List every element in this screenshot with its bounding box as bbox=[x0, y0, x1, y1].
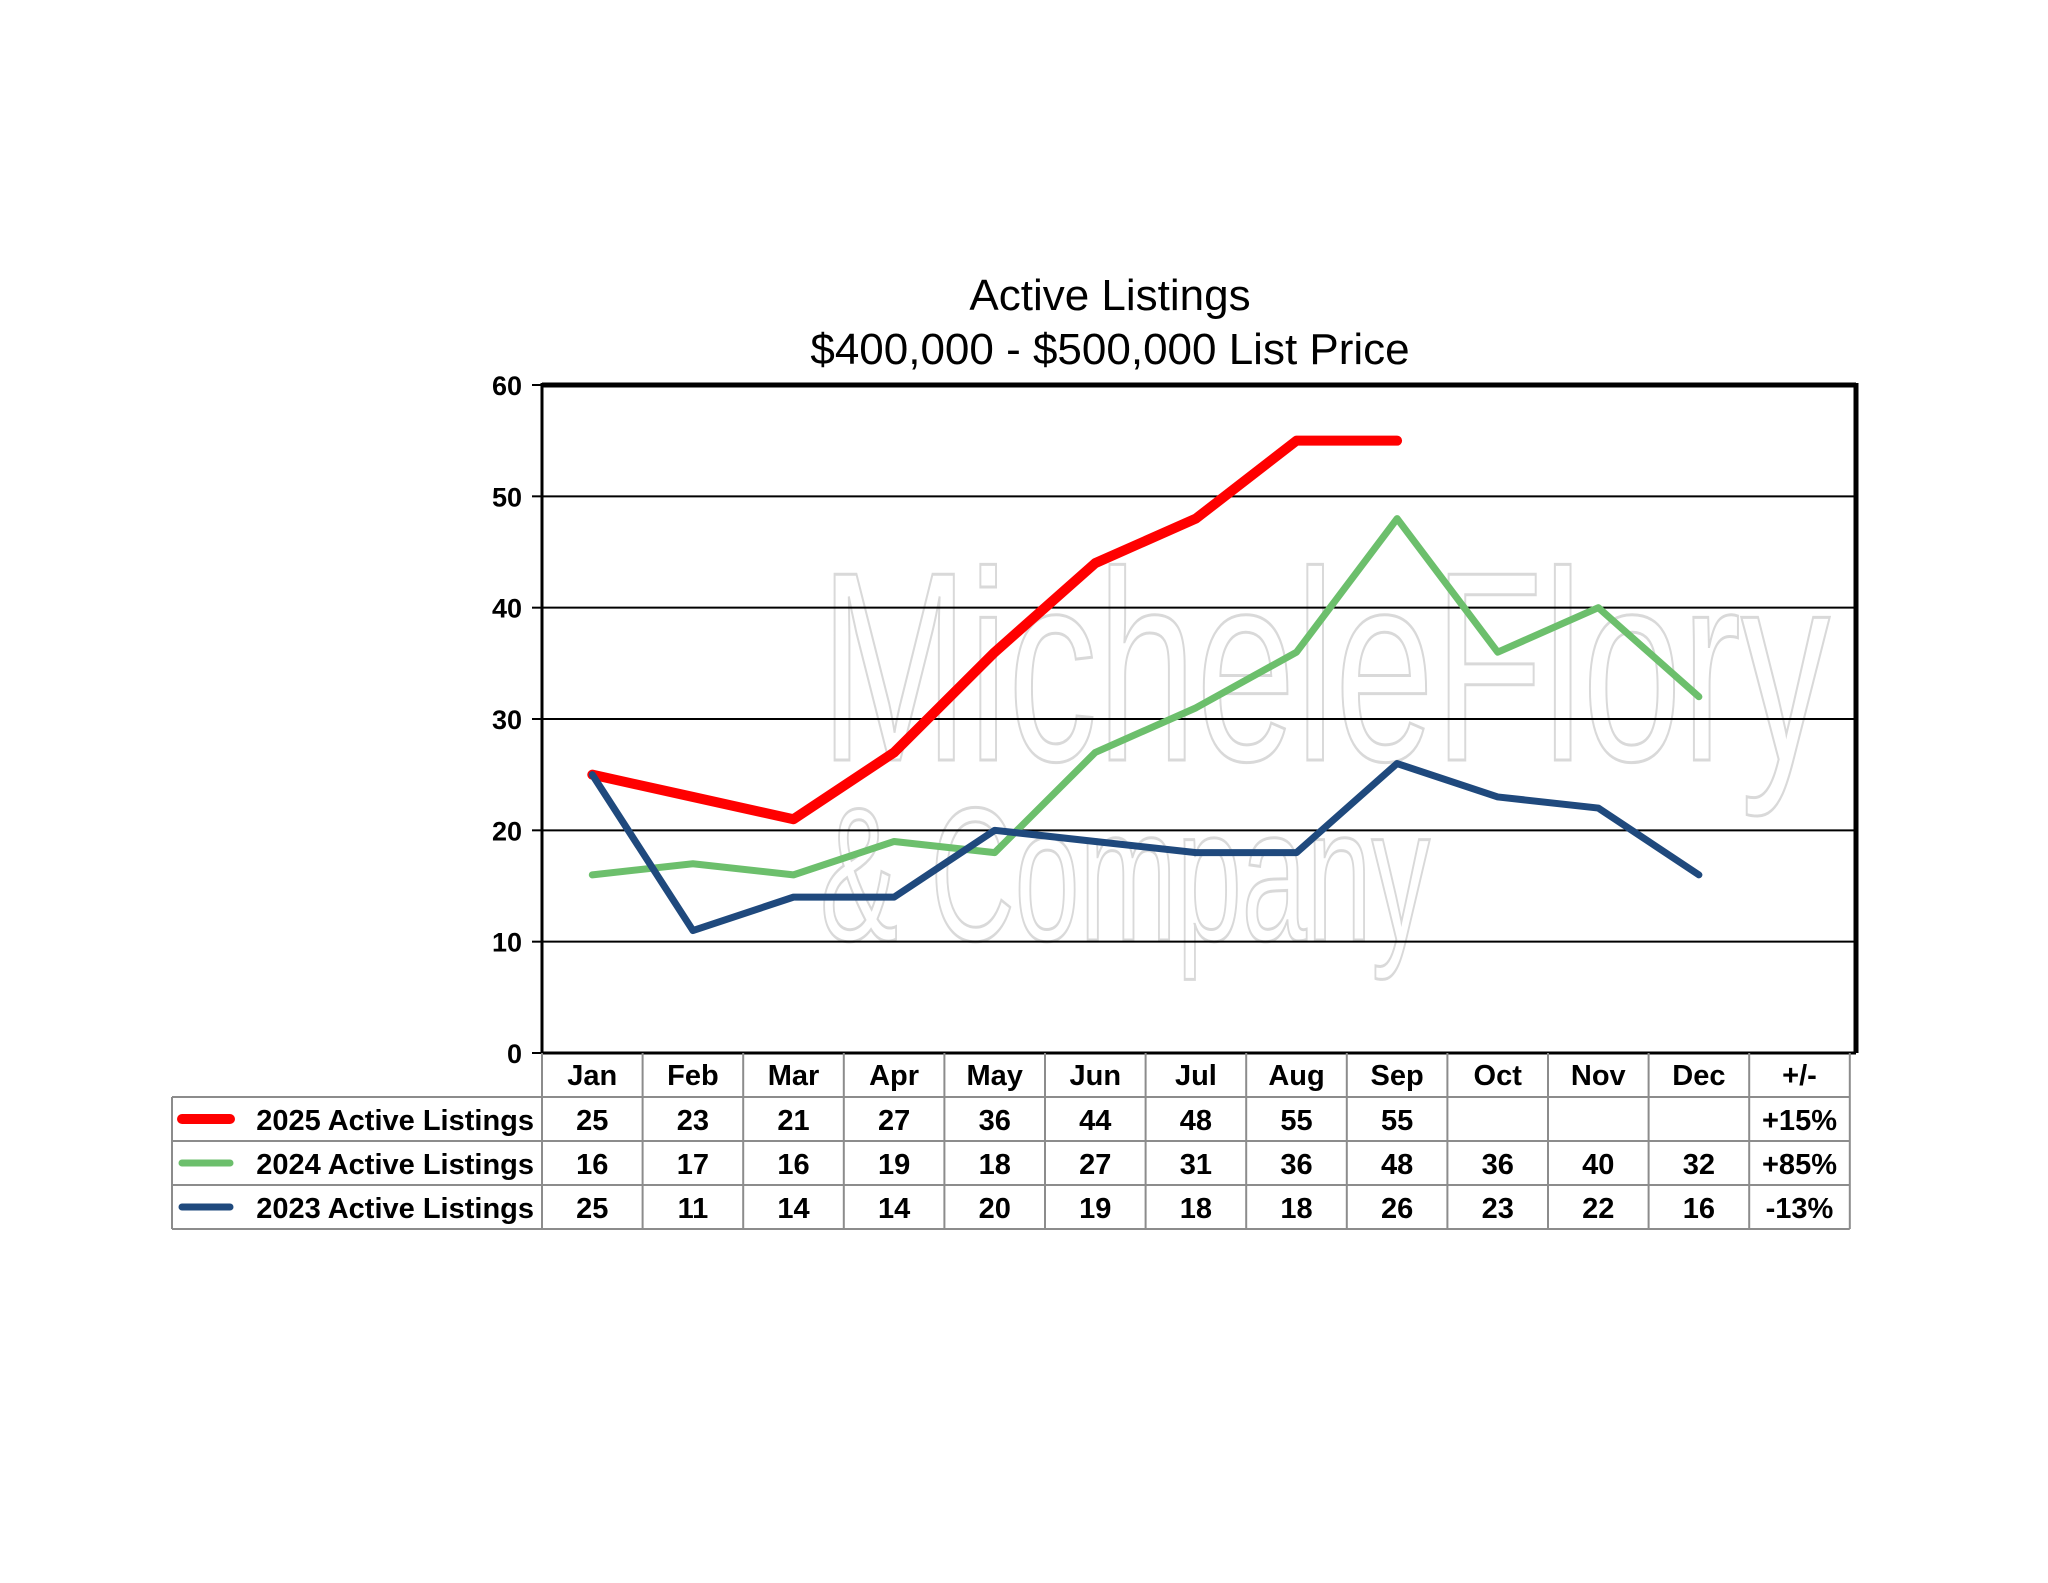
x-category-label: Jan bbox=[567, 1060, 617, 1092]
x-category-label: Nov bbox=[1571, 1060, 1626, 1092]
change-header: +/- bbox=[1782, 1060, 1817, 1092]
data-cell: 18 bbox=[1180, 1193, 1212, 1225]
data-cell: 26 bbox=[1381, 1193, 1413, 1225]
change-cell: +15% bbox=[1762, 1105, 1837, 1137]
x-category-label: Feb bbox=[667, 1060, 719, 1092]
data-cell: 36 bbox=[1482, 1149, 1514, 1181]
y-tick-label: 60 bbox=[492, 371, 522, 401]
watermark-logo: MicheleFlory & Company bbox=[819, 516, 1832, 983]
x-category-label: Jul bbox=[1175, 1060, 1217, 1092]
data-cell: 55 bbox=[1280, 1105, 1312, 1137]
y-tick-label: 40 bbox=[492, 594, 522, 624]
data-cell: 20 bbox=[979, 1193, 1011, 1225]
data-cell: 27 bbox=[1079, 1149, 1111, 1181]
x-category-label: Dec bbox=[1672, 1060, 1725, 1092]
change-cell: +85% bbox=[1762, 1149, 1837, 1181]
data-cell: 55 bbox=[1381, 1105, 1413, 1137]
y-tick-label: 10 bbox=[492, 928, 522, 958]
x-category-label: Aug bbox=[1268, 1060, 1324, 1092]
x-category-label: Apr bbox=[869, 1060, 919, 1092]
data-cell: 31 bbox=[1180, 1149, 1212, 1181]
data-cell: 19 bbox=[1079, 1193, 1111, 1225]
legend-label: 2023 Active Listings bbox=[256, 1193, 534, 1225]
series-line-0 bbox=[587, 435, 1403, 825]
data-cell: 25 bbox=[576, 1193, 608, 1225]
series-line-2 bbox=[588, 760, 1703, 935]
series-line-1 bbox=[588, 515, 1703, 879]
y-tick-label: 20 bbox=[492, 816, 522, 846]
watermark-text-2: & Company bbox=[820, 769, 1430, 981]
legend-label: 2025 Active Listings bbox=[256, 1105, 534, 1137]
change-cell: -13% bbox=[1766, 1193, 1834, 1225]
data-cell: 40 bbox=[1582, 1149, 1614, 1181]
data-cell: 36 bbox=[979, 1105, 1011, 1137]
legend-label: 2024 Active Listings bbox=[256, 1149, 534, 1181]
x-category-label: Oct bbox=[1474, 1060, 1523, 1092]
data-cell: 25 bbox=[576, 1105, 608, 1137]
x-category-label: Mar bbox=[768, 1060, 820, 1092]
data-cell: 17 bbox=[677, 1149, 709, 1181]
data-cell: 18 bbox=[979, 1149, 1011, 1181]
chart-subtitle: $400,000 - $500,000 List Price bbox=[810, 325, 1409, 374]
data-cell: 22 bbox=[1582, 1193, 1614, 1225]
data-cell: 27 bbox=[878, 1105, 910, 1137]
x-category-label: Sep bbox=[1371, 1060, 1424, 1092]
data-cell: 11 bbox=[678, 1193, 709, 1225]
data-cell: 48 bbox=[1381, 1149, 1413, 1181]
y-tick-label: 50 bbox=[492, 482, 522, 512]
data-cell: 14 bbox=[878, 1193, 910, 1225]
data-cell: 18 bbox=[1280, 1193, 1312, 1225]
chart-title: Active Listings bbox=[969, 271, 1250, 320]
data-cell: 21 bbox=[777, 1105, 809, 1137]
data-cell: 19 bbox=[878, 1149, 910, 1181]
data-cell: 36 bbox=[1280, 1149, 1312, 1181]
data-cell: 16 bbox=[777, 1149, 809, 1181]
data-cell: 16 bbox=[576, 1149, 608, 1181]
y-tick-label: 30 bbox=[492, 705, 522, 735]
data-cell: 48 bbox=[1180, 1105, 1212, 1137]
data-cell: 32 bbox=[1683, 1149, 1715, 1181]
y-tick-label: 0 bbox=[507, 1039, 522, 1069]
x-category-label: Jun bbox=[1070, 1060, 1122, 1092]
data-cell: 23 bbox=[677, 1105, 709, 1137]
data-cell: 16 bbox=[1683, 1193, 1715, 1225]
data-cell: 23 bbox=[1482, 1193, 1514, 1225]
data-cell: 14 bbox=[777, 1193, 809, 1225]
data-cell: 44 bbox=[1079, 1105, 1111, 1137]
x-category-label: May bbox=[966, 1060, 1022, 1092]
